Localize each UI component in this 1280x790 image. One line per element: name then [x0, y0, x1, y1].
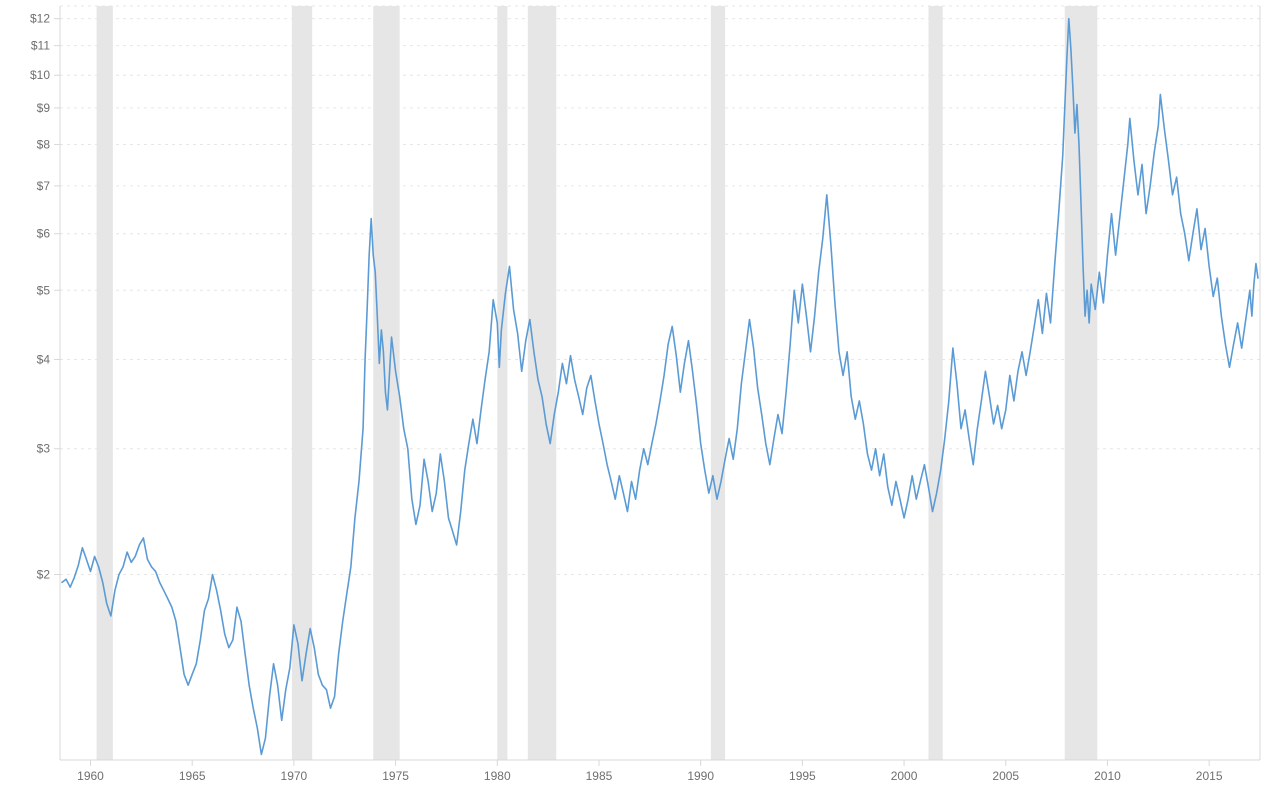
- recession-band: [292, 6, 312, 760]
- recession-band: [711, 6, 725, 760]
- y-tick-label: $6: [37, 227, 51, 241]
- recession-band: [528, 6, 556, 760]
- x-tick-label: 2005: [992, 769, 1019, 783]
- chart-svg: $2 $3 $4 $5 $6 $7 $8 $9 $10 $11 $12 1960 1965 1970 197…: [0, 0, 1280, 790]
- x-tick-label: 1960: [77, 769, 104, 783]
- y-tick-label: $10: [30, 68, 50, 82]
- recession-band: [373, 6, 399, 760]
- y-tick-label: $2: [37, 568, 51, 582]
- recession-band: [97, 6, 113, 760]
- x-tick-label: 2000: [891, 769, 918, 783]
- x-tick-label: 1995: [789, 769, 816, 783]
- x-tick-label: 1990: [687, 769, 714, 783]
- y-tick-label: $12: [30, 12, 50, 26]
- x-tick-label: 1965: [179, 769, 206, 783]
- x-tick-label: 1985: [586, 769, 613, 783]
- x-tick-label: 1975: [382, 769, 409, 783]
- x-tick-label: 2015: [1196, 769, 1223, 783]
- recession-band: [1065, 6, 1098, 760]
- y-tick-label: $7: [37, 179, 51, 193]
- x-tick-label: 2010: [1094, 769, 1121, 783]
- price-chart: $2 $3 $4 $5 $6 $7 $8 $9 $10 $11 $12 1960 1965 1970 197…: [0, 0, 1280, 790]
- x-tick-label: 1980: [484, 769, 511, 783]
- y-tick-label: $4: [37, 352, 51, 366]
- y-tick-label: $3: [37, 442, 51, 456]
- y-tick-label: $11: [31, 39, 50, 53]
- x-tick-label: 1970: [281, 769, 308, 783]
- y-tick-label: $5: [37, 283, 51, 297]
- y-tick-label: $9: [37, 101, 51, 115]
- recession-band: [928, 6, 942, 760]
- recession-band: [497, 6, 507, 760]
- y-tick-label: $8: [37, 137, 51, 151]
